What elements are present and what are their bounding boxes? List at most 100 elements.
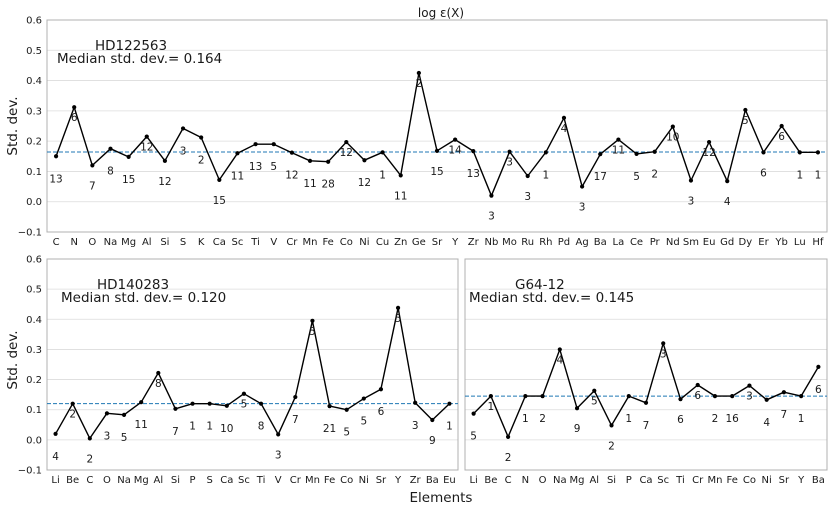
data-point-o (104, 411, 110, 416)
data-point-ag (580, 184, 585, 189)
x-tick-label: C (86, 475, 93, 486)
x-tick-label: Yb (774, 237, 787, 248)
count-label: 6 (815, 384, 822, 396)
count-label: 5 (270, 161, 277, 173)
count-label: 3 (180, 145, 187, 157)
x-tick-label: Be (484, 475, 497, 486)
count-label: 12 (158, 176, 171, 188)
count-label: 4 (763, 417, 770, 429)
data-point-co (344, 407, 349, 412)
x-tick-label: Al (589, 475, 599, 486)
data-point-zn (398, 173, 403, 178)
count-label: 12 (285, 170, 298, 182)
count-label: 9 (429, 435, 436, 447)
data-point-sr (378, 387, 384, 392)
x-tick-label: Mn (305, 475, 320, 486)
axes-frame (46, 19, 828, 233)
data-point-al (592, 388, 597, 393)
data-point-c (53, 154, 59, 159)
count-label: 2 (69, 409, 76, 421)
y-tick-label: 0.5 (26, 285, 42, 296)
y-tick-label: 0.1 (26, 405, 42, 416)
count-label: 12 (702, 147, 715, 159)
count-label: 3 (660, 348, 667, 360)
data-point-mn (310, 318, 315, 323)
x-tick-label: N (70, 237, 77, 248)
y-tick-label: −0.1 (18, 466, 42, 477)
data-point-n (523, 394, 528, 399)
figure-title: log ε(X) (418, 6, 464, 20)
data-point-rh (543, 150, 548, 155)
x-tick-label: Dy (739, 237, 753, 248)
x-tick-label: Ba (594, 237, 607, 248)
data-point-c (87, 436, 92, 441)
x-tick-label: Si (171, 475, 180, 486)
count-label: 21 (323, 423, 336, 435)
count-label: 10 (666, 132, 679, 144)
y-axis-label-top: Std. dev. (5, 96, 21, 155)
x-tick-label: P (626, 475, 632, 486)
data-point-er (761, 150, 766, 155)
count-label: 2 (712, 413, 719, 425)
count-label: 1 (206, 421, 213, 433)
count-label: 3 (579, 202, 586, 214)
x-tick-label: N (522, 475, 529, 486)
x-tick-label: Eu (703, 237, 716, 248)
x-tick-label: Sc (238, 475, 250, 486)
median-annotation: Median std. dev.= 0.164 (57, 51, 222, 67)
x-tick-label: O (539, 475, 547, 486)
data-point-ca (643, 400, 649, 405)
count-label: 6 (694, 390, 701, 402)
data-point-ti (258, 401, 264, 406)
data-point-p (626, 394, 631, 399)
data-point-o (540, 394, 545, 399)
y-tick-label: 0.0 (26, 435, 42, 446)
x-tick-label: Hf (812, 237, 824, 248)
data-point-sr (434, 148, 440, 153)
count-label: 8 (258, 421, 265, 433)
count-label: 5 (470, 431, 477, 443)
data-point-fe (327, 403, 332, 409)
count-label: 2 (608, 440, 615, 452)
data-point-la (616, 137, 621, 142)
data-point-cu (380, 150, 385, 155)
count-label: 5 (241, 399, 248, 411)
x-tick-label: Y (797, 475, 805, 486)
x-tick-label: Ag (576, 237, 589, 248)
data-point-c (505, 434, 511, 439)
data-point-zr (413, 400, 418, 405)
count-label: 15 (122, 174, 135, 186)
x-tick-label: Eu (443, 475, 456, 486)
x-tick-label: Nd (666, 237, 680, 248)
x-tick-label: Mn (707, 475, 722, 486)
count-label: 8 (155, 378, 162, 390)
count-label: 13 (249, 161, 262, 173)
count-label: 5 (309, 326, 316, 338)
y-tick-label: −0.1 (18, 228, 42, 239)
axes-frame (464, 258, 828, 471)
count-label: 28 (321, 179, 334, 191)
x-tick-label: Al (142, 237, 152, 248)
count-label: 1 (815, 169, 822, 181)
count-label: 15 (213, 195, 226, 207)
x-tick-label: Na (553, 475, 567, 486)
x-tick-label: S (207, 475, 213, 486)
count-label: 3 (746, 391, 753, 403)
x-tick-label: Be (66, 475, 79, 486)
x-tick-label: Pr (650, 237, 661, 248)
x-tick-label: Sm (683, 237, 699, 248)
x-tick-label: S (180, 237, 186, 248)
count-label: 1 (446, 421, 453, 433)
y-tick-label: 0.2 (26, 137, 42, 148)
x-tick-label: Y (394, 475, 402, 486)
data-point-s (207, 401, 212, 406)
data-point-fe (326, 159, 331, 164)
data-point-nb (489, 193, 494, 198)
count-label: 2 (198, 155, 205, 167)
count-label: 6 (378, 406, 385, 418)
x-tick-label: Ni (762, 475, 772, 486)
count-label: 1 (542, 169, 549, 181)
x-tick-label: Ti (256, 475, 266, 486)
x-tick-label: Cr (290, 475, 302, 486)
